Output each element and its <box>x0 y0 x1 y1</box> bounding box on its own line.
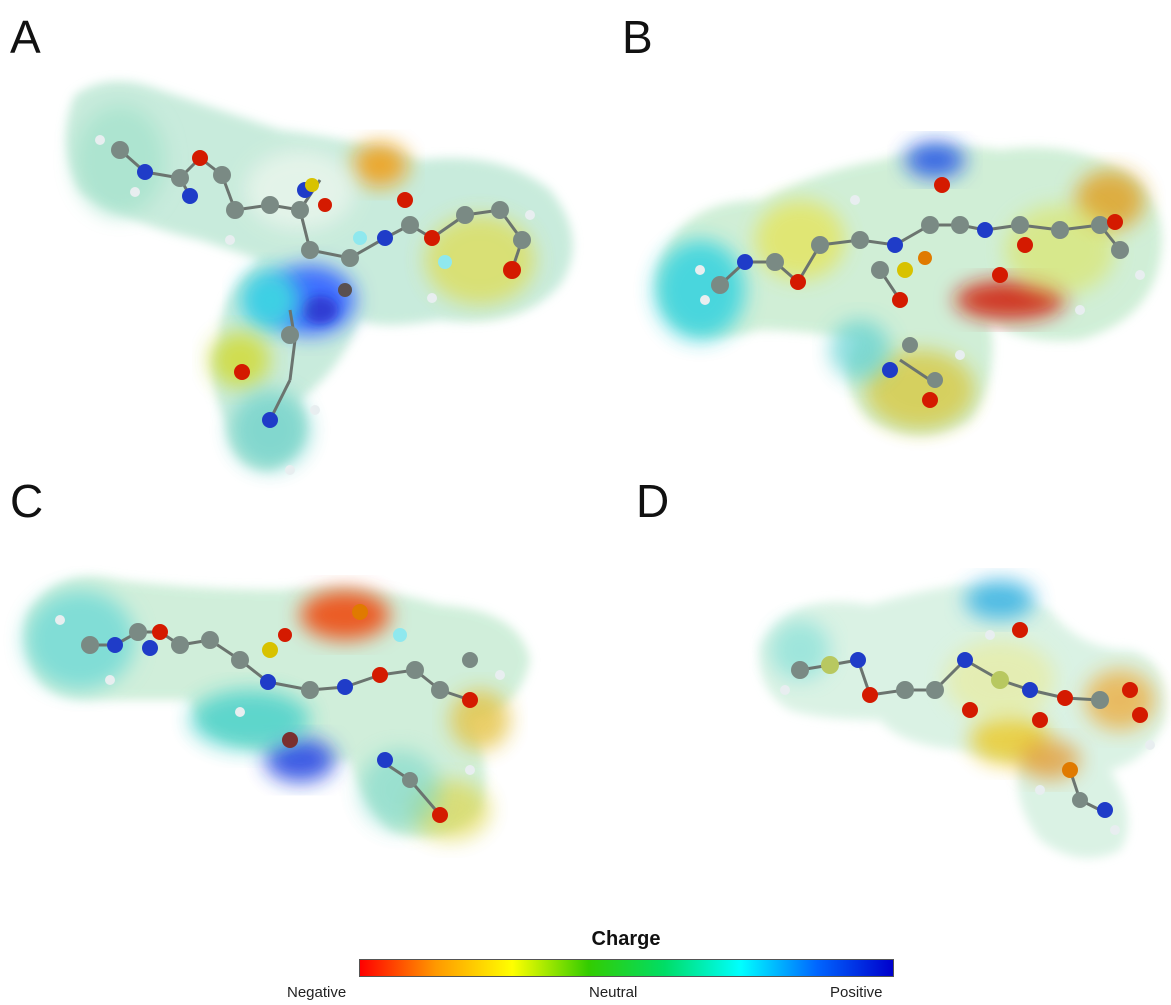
legend-neutral-label: Neutral <box>589 984 638 1001</box>
legend-positive-label: Positive <box>830 984 883 1001</box>
panel-label-c: C <box>10 475 44 527</box>
electrostatic-surface-a <box>66 81 573 470</box>
atoms-d <box>780 622 1155 835</box>
electrostatic-surface-b <box>655 142 1162 435</box>
molecule-panel-c <box>25 576 530 840</box>
molecule-panel-b <box>655 142 1162 435</box>
legend-title: Charge <box>591 928 661 950</box>
charge-color-scale <box>359 959 894 977</box>
panel-label-b: B <box>622 11 653 63</box>
legend-negative-label: Negative <box>287 984 347 1001</box>
molecule-panel-d <box>759 580 1166 858</box>
atoms-a <box>95 135 535 475</box>
panel-label-d: D <box>636 475 670 527</box>
panel-label-a: A <box>10 11 41 63</box>
atoms-b <box>695 177 1145 408</box>
molecule-panel-a <box>66 81 573 475</box>
atoms-c <box>55 604 505 823</box>
